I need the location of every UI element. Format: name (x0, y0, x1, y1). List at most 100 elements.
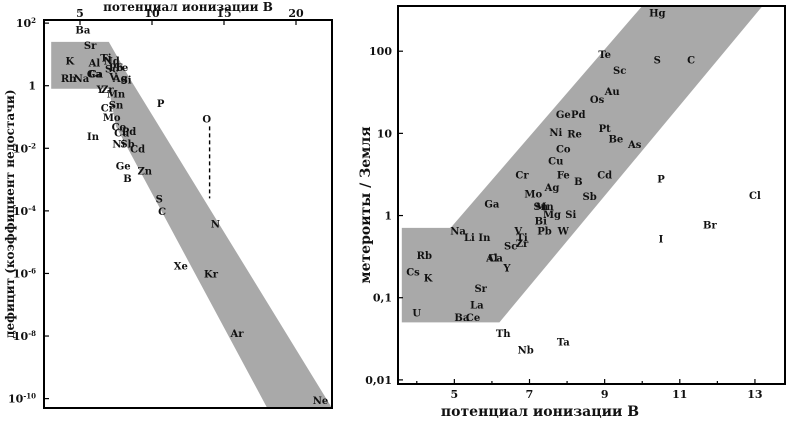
left-point-xe-37: Xe (174, 262, 188, 273)
right-point-rb-38: Rb (417, 251, 432, 262)
left-point-pb-12: Pb (109, 63, 124, 74)
right-point-ce-48: Ce (466, 313, 480, 324)
right-point-ti-35: Ti (516, 233, 527, 244)
right-point-mo-21: Mo (524, 190, 542, 201)
right-point-hg-0: Hg (649, 9, 665, 20)
left-point-mn-18: Mn (107, 90, 126, 101)
left-point-co-22: Co (112, 123, 127, 134)
left-point-al-3: Al (88, 58, 101, 69)
left-point-p-29: P (157, 99, 165, 110)
right-point-sr-44: Sr (474, 284, 487, 295)
left-point-k-2: K (66, 57, 75, 68)
right-point-w-31: W (557, 227, 570, 238)
left-y-tick-label--10: 10-10 (8, 392, 36, 406)
right-point-pd-8: Pd (571, 110, 586, 121)
left-x-tick-label-10: 10 (144, 7, 160, 20)
right-point-ag-19: Ag (544, 183, 560, 194)
left-point-zr-17: Zr (101, 85, 114, 96)
right-point-sc-37: Sc (504, 241, 517, 252)
right-point-br-54: Br (703, 221, 717, 232)
right-point-sb-22: Sb (582, 192, 596, 203)
left-point-rb-7: Rb (61, 74, 76, 85)
left-point-kr-38: Kr (204, 270, 219, 281)
right-point-be-12: Be (608, 134, 623, 145)
left-plot-frame (43, 19, 333, 409)
right-x-axis-label: потенциал ионизации В (441, 404, 639, 420)
right-y-ticks: 100 10 1 0,1 0,01 (365, 45, 403, 387)
left-point-s-34: S (156, 194, 163, 205)
right-point-na-32: Na (450, 227, 466, 238)
left-point-n-36: N (211, 220, 220, 231)
right-point-k-43: K (424, 273, 433, 284)
left-point-ga-9: Ga (87, 69, 103, 80)
left-point-ar-39: Ar (229, 329, 244, 340)
right-point-li-33: Li (464, 233, 475, 244)
left-point-ag-14: Ag (112, 74, 128, 85)
left-point-cd-28: Cd (130, 144, 145, 155)
left-y-tick-label-2: 102 (16, 16, 36, 30)
right-point-au-5: Au (604, 87, 620, 98)
right-point-bi-28: Bi (535, 217, 547, 228)
right-plot-frame (397, 5, 786, 385)
left-point-zn-32: Zn (138, 166, 153, 177)
right-y-tick-label-2: 100 (369, 45, 392, 58)
right-point-nb-50: Nb (518, 346, 534, 357)
right-point-y-41: Y (502, 264, 511, 275)
left-y-tick-label-0: 1 (28, 80, 36, 93)
left-point-pd-24: Pd (122, 127, 137, 138)
right-point-cl-53: Cl (749, 191, 761, 202)
right-point-ba-47: Ba (454, 313, 469, 324)
left-point-v-13: V (108, 72, 117, 83)
right-point-ga-23: Ga (484, 199, 500, 210)
left-point-sr-1: Sr (84, 41, 97, 52)
left-point-nd-5: Nd (104, 57, 120, 68)
right-gray-band (401, 6, 763, 323)
right-point-cu-15: Cu (548, 157, 563, 168)
right-y-tick-label--1: 0,1 (373, 292, 392, 305)
right-point-pb-30: Pb (537, 227, 552, 238)
right-point-as-13: As (627, 140, 642, 151)
left-point-ni-26: Ni (112, 140, 125, 151)
left-point-c-35: C (158, 207, 166, 218)
left-point-ba-0: Ba (75, 26, 90, 37)
right-point-mg-26: Mg (543, 210, 561, 221)
right-point-re-11: Re (567, 130, 582, 141)
left-x-tick-label-20: 20 (288, 7, 304, 20)
right-point-v-29: V (513, 227, 522, 238)
left-point-mo-21: Mo (103, 113, 121, 124)
left-point-na-8: Na (74, 74, 90, 85)
right-point-ge-7: Ge (556, 110, 571, 121)
left-point-ne-40: Ne (313, 396, 329, 407)
left-point-o-30: O (202, 115, 211, 126)
right-point-in-34: In (478, 233, 491, 244)
right-y-tick-label-1: 10 (377, 127, 393, 140)
right-x-tick-label-13: 13 (747, 388, 762, 401)
right-point-ni-10: Ni (549, 128, 562, 139)
right-point-fe-17: Fe (557, 171, 570, 182)
right-point-co-14: Co (556, 144, 571, 155)
right-point-zr-36: Zr (516, 239, 529, 250)
right-point-ca-40: Ca (488, 254, 503, 265)
right-x-tick-label-11: 11 (672, 388, 687, 401)
right-y-tick-label--2: 0,01 (365, 374, 392, 387)
left-point-cu-23: Cu (114, 129, 129, 140)
right-point-si-27: Si (565, 210, 576, 221)
left-y-axis-label: дефицит (коэффициент недостачи) (3, 89, 17, 338)
right-point-mn-25: Mn (535, 202, 554, 213)
left-point-cr-20: Cr (101, 104, 115, 115)
left-point-si-15: Si (121, 76, 132, 87)
left-x-axis-label: потенциал ионизации В (103, 0, 273, 14)
right-point-pt-9: Pt (599, 124, 612, 135)
right-point-sn-24: Sn (534, 202, 549, 213)
right-y-axis-label: метероиты / Земля (358, 126, 374, 283)
right-point-c-3: C (687, 56, 695, 67)
right-point-s-2: S (654, 56, 661, 67)
left-gray-band (51, 41, 332, 409)
left-point-ti-4: Ti (100, 54, 111, 65)
right-y-tick-label-0: 1 (384, 210, 392, 223)
right-point-cs-42: Cs (406, 268, 420, 279)
